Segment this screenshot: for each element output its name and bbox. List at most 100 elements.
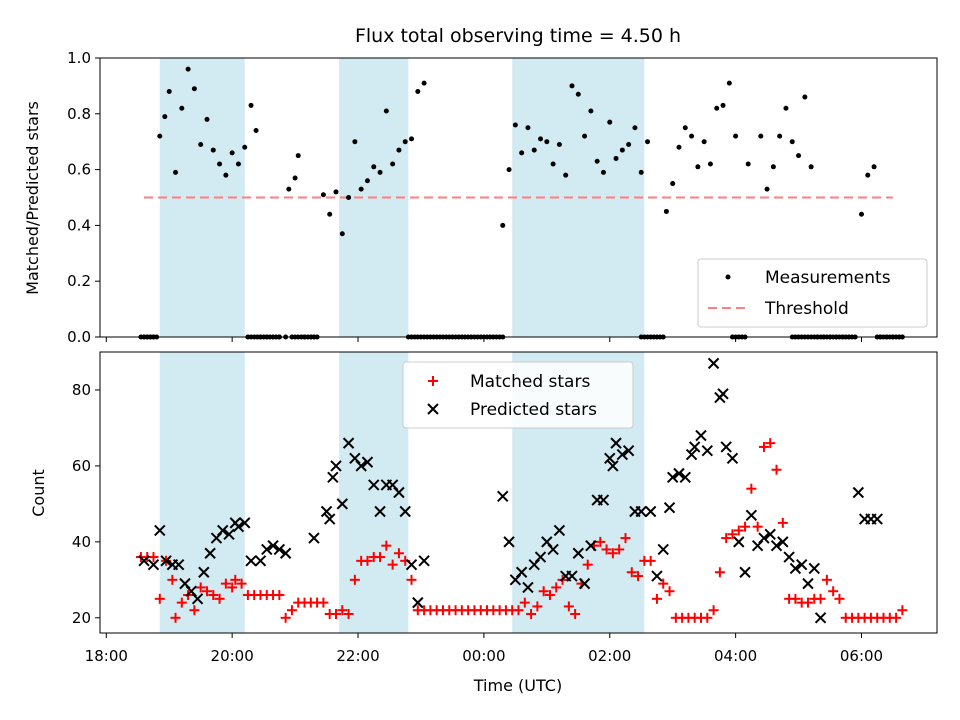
predicted-star-point — [808, 562, 820, 575]
predicted-star-point — [355, 460, 367, 472]
x-b — [578, 577, 591, 590]
x-b — [330, 460, 342, 472]
legend-box — [697, 258, 928, 328]
measurement-point — [327, 211, 333, 217]
measurement-point — [638, 169, 644, 175]
measurement-point — [346, 195, 352, 200]
matched-star-point — [274, 590, 285, 601]
chart-title: Flux total observing time = 4.50 h — [355, 25, 681, 47]
x-b — [245, 555, 257, 567]
measurement-point — [248, 102, 254, 108]
x-b — [147, 558, 160, 571]
measurement-point — [295, 153, 301, 159]
measurement-point — [242, 144, 248, 150]
x-b — [541, 536, 553, 548]
matched-star-point — [526, 609, 537, 620]
x-tick-label: 18:00 — [85, 647, 128, 665]
matched-star-point — [790, 593, 801, 604]
predicted-star-point — [245, 555, 257, 567]
predicted-star-point — [361, 456, 374, 468]
x-tick-label: 00:00 — [462, 647, 505, 665]
x-b — [412, 596, 424, 609]
x-b — [320, 505, 333, 518]
matched-star-point — [897, 605, 908, 616]
x-b — [368, 479, 380, 491]
x-b — [707, 357, 720, 370]
measurement-point — [166, 88, 172, 94]
x-b — [185, 585, 197, 597]
matched-star-point — [148, 552, 159, 563]
measurement-point — [607, 119, 613, 125]
measurement-point — [626, 141, 632, 147]
x-b — [336, 498, 348, 510]
top-axes-frame — [99, 57, 938, 338]
predicted-star-point — [204, 547, 216, 559]
matched-star-point — [821, 574, 832, 585]
measurement-point — [645, 139, 651, 145]
predicted-star-point — [701, 445, 714, 457]
matched-star-point — [189, 605, 200, 616]
matched-star-point — [582, 559, 593, 570]
measurement-point — [544, 139, 550, 145]
bottom-y-axis-label: Count — [29, 469, 48, 517]
measurement-point — [594, 158, 600, 164]
x-b — [795, 558, 808, 571]
x-b — [547, 543, 559, 556]
measurement-point — [364, 178, 370, 184]
x-tick-label: 04:00 — [714, 647, 757, 665]
measurement-point — [383, 108, 389, 114]
predicted-star-point — [198, 566, 210, 578]
matched-star-point — [330, 609, 341, 620]
matched-star-point — [740, 521, 751, 532]
x-b — [405, 558, 418, 571]
measurement-point — [198, 141, 204, 147]
x-b — [783, 551, 795, 563]
measurement-point — [371, 164, 377, 170]
measurement-point — [758, 133, 764, 139]
y-tick-label: 60 — [72, 457, 91, 475]
predicted-star-point — [330, 460, 342, 472]
predicted-star-point — [160, 555, 172, 567]
predicted-star-point — [663, 501, 676, 514]
matched-star-point — [633, 571, 644, 582]
measurement-point — [550, 161, 556, 167]
predicted-star-point — [604, 452, 616, 465]
measurement-point — [377, 169, 383, 175]
predicted-star-point — [327, 471, 339, 484]
x-b — [566, 570, 578, 582]
matched-star-point — [664, 586, 675, 597]
shaded-interval-1 — [339, 352, 409, 633]
measurement-point — [162, 114, 168, 120]
x-b — [279, 547, 292, 559]
predicted-star-point — [783, 551, 795, 563]
matched-star-point — [551, 582, 562, 593]
x-b — [308, 532, 320, 544]
x-b — [553, 524, 566, 537]
predicted-star-point — [261, 543, 273, 556]
x-b — [204, 547, 216, 559]
x-b — [179, 577, 191, 590]
measurement-point — [333, 189, 339, 195]
legend-box — [402, 361, 634, 429]
predicted-star-point — [777, 536, 789, 548]
x-b — [622, 445, 635, 457]
legend-predicted-marker-b — [427, 403, 439, 415]
matched-star-point — [154, 593, 165, 604]
x-b — [267, 539, 279, 552]
measurement-point — [764, 186, 770, 192]
predicted-star-point — [745, 509, 758, 521]
matched-star-point — [570, 609, 581, 620]
x-b — [198, 566, 210, 578]
measurement-point — [519, 150, 525, 156]
x-b — [663, 501, 676, 514]
matched-star-point — [532, 601, 543, 612]
x-b — [758, 532, 770, 544]
matched-star-point — [601, 544, 612, 555]
x-b — [802, 577, 814, 590]
x-b — [349, 452, 361, 465]
predicted-star-point — [789, 562, 802, 575]
predicted-star-point — [267, 539, 279, 552]
predicted-star-point — [685, 448, 698, 461]
matched-star-point — [777, 517, 788, 528]
x-b — [497, 490, 509, 503]
